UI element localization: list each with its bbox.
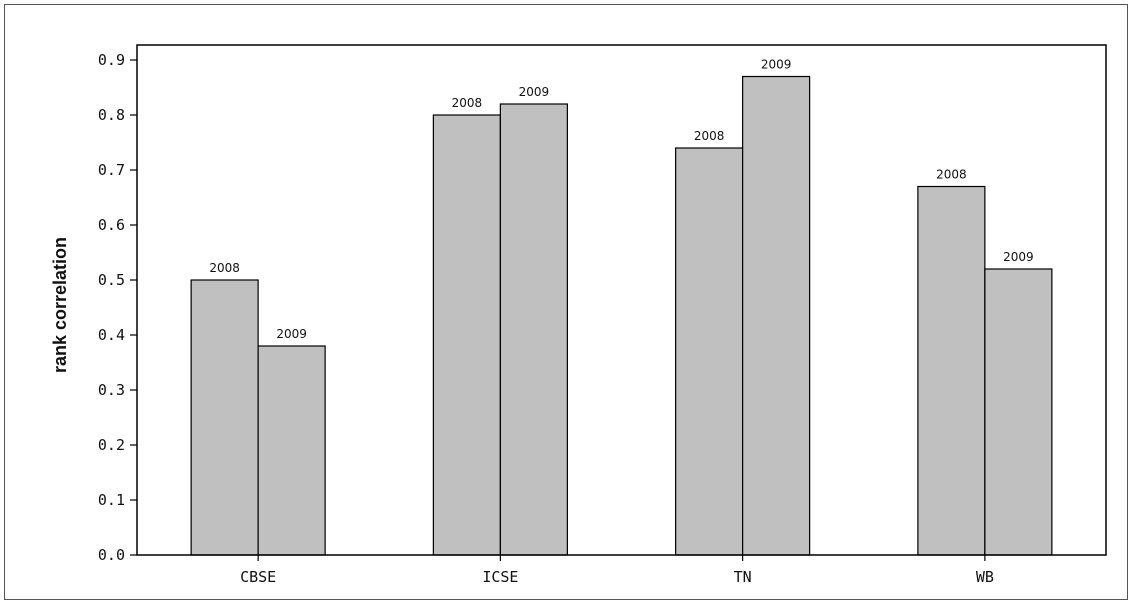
y-tick-label: 0.1 — [98, 491, 125, 509]
bar-data-label: 2008 — [694, 129, 725, 143]
bar-data-label: 2008 — [452, 96, 483, 110]
y-tick-label: 0.3 — [98, 381, 125, 399]
y-tick-label: 0.6 — [98, 216, 125, 234]
bar-icse-2009 — [499, 103, 568, 556]
bar-cbse-2008 — [190, 279, 259, 556]
bar-data-label: 2009 — [1003, 250, 1034, 264]
bar-cbse-2009 — [257, 345, 326, 556]
bar-data-label: 2008 — [936, 168, 967, 182]
bars-group: 2008 2009 2008 2009 2008 2009 2008 2009 — [190, 58, 1053, 556]
plot-area — [136, 44, 1107, 556]
y-axis-ticks: 0.0 0.1 0.2 0.3 0.4 0.5 0.6 0.7 0.8 0.9 — [98, 51, 137, 564]
y-tick-label: 0.5 — [98, 271, 125, 289]
bar-wb-2008 — [917, 185, 986, 556]
x-category-label: TN — [734, 568, 752, 586]
y-tick-label: 0.8 — [98, 106, 125, 124]
bar-data-label: 2009 — [276, 327, 307, 341]
bar-data-label: 2008 — [209, 261, 240, 275]
y-tick-label: 0.0 — [98, 546, 125, 564]
bar-data-label: 2009 — [761, 58, 792, 72]
y-axis-label: rank correlation — [50, 237, 70, 373]
x-axis-categories: CBSE ICSE TN WB — [240, 555, 994, 586]
x-category-label: ICSE — [482, 568, 518, 586]
bar-icse-2008 — [432, 114, 501, 556]
bar-data-label: 2009 — [519, 85, 550, 99]
y-tick-label: 0.2 — [98, 436, 125, 454]
x-category-label: WB — [976, 568, 994, 586]
y-tick-label: 0.4 — [98, 326, 125, 344]
bar-wb-2009 — [984, 268, 1053, 556]
y-tick-label: 0.9 — [98, 51, 125, 69]
y-tick-label: 0.7 — [98, 161, 125, 179]
bar-tn-2008 — [675, 147, 744, 556]
x-category-label: CBSE — [240, 568, 276, 586]
bar-tn-2009 — [742, 75, 811, 556]
